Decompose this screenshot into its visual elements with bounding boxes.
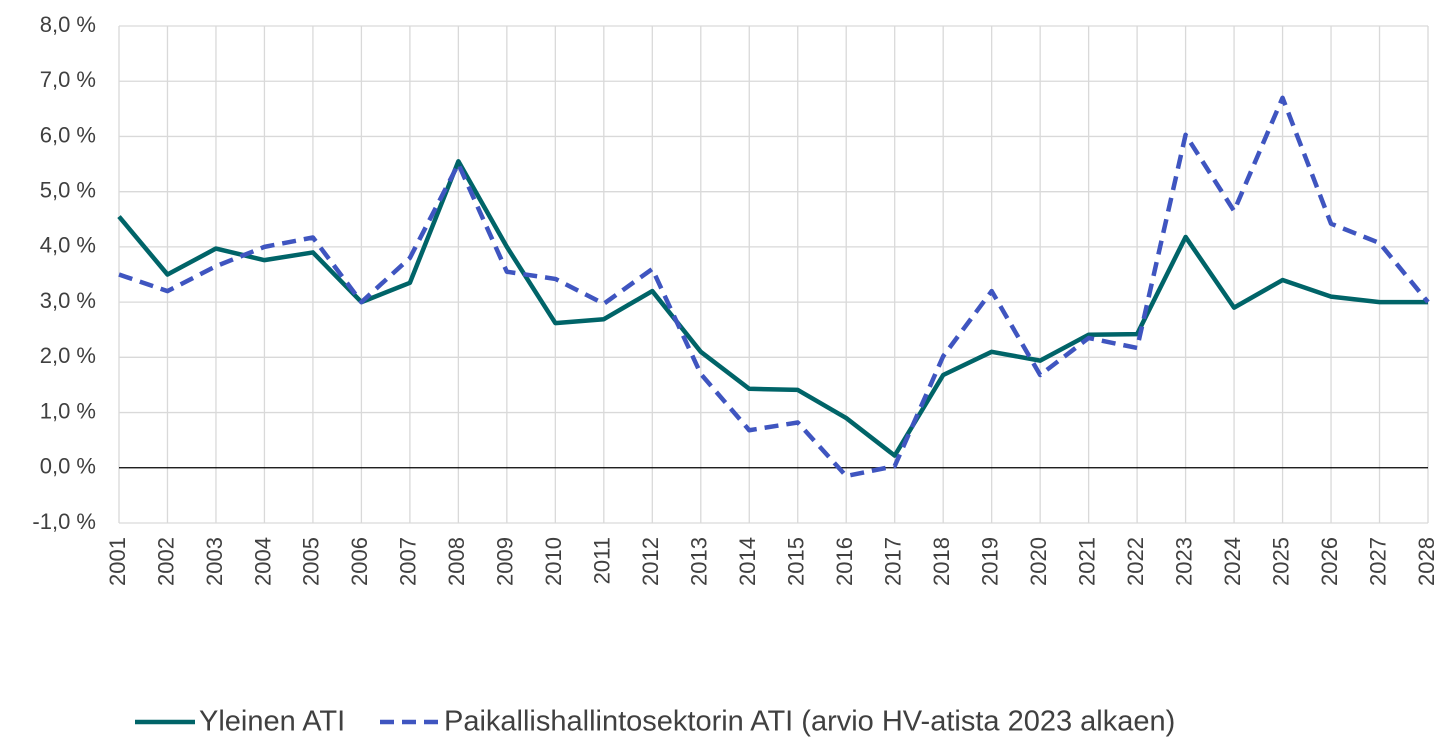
x-tick-label: 2016 (832, 537, 857, 586)
y-tick-label: 0,0 % (40, 454, 96, 479)
x-tick-label: 2002 (153, 537, 178, 586)
y-tick-label: 4,0 % (40, 233, 96, 258)
x-tick-label: 2013 (687, 537, 712, 586)
series-line (117, 159, 1428, 458)
y-tick-label: 6,0 % (40, 122, 96, 147)
series-line (118, 95, 1430, 479)
legend-label: Paikallishallintosektorin ATI (arvio HV-… (444, 706, 1175, 738)
x-tick-label: 2024 (1220, 537, 1245, 586)
x-tick-label: 2023 (1171, 537, 1196, 586)
x-tick-label: 2010 (541, 537, 566, 586)
x-tick-label: 2009 (493, 537, 518, 586)
y-tick-label: 7,0 % (40, 67, 96, 92)
x-tick-label: 2005 (299, 537, 324, 586)
x-tick-label: 2028 (1414, 537, 1439, 586)
x-tick-label: 2027 (1365, 537, 1390, 586)
x-tick-label: 2025 (1268, 537, 1293, 586)
x-tick-label: 2003 (202, 537, 227, 586)
x-tick-label: 2007 (396, 537, 421, 586)
x-tick-label: 2017 (881, 537, 906, 586)
x-tick-label: 2012 (638, 537, 663, 586)
x-tick-label: 2015 (784, 537, 809, 586)
x-tick-label: 2018 (929, 537, 954, 586)
x-tick-label: 2021 (1074, 537, 1099, 586)
x-tick-label: 2008 (444, 537, 469, 586)
legend: Yleinen ATI Paikallishallintosektorin ATI… (135, 706, 1175, 738)
x-tick-label: 2011 (590, 537, 615, 584)
x-tick-label: 2001 (105, 537, 130, 586)
x-tick-label: 2020 (1026, 537, 1051, 586)
legend-label: Yleinen ATI (199, 706, 345, 738)
y-tick-label: 2,0 % (40, 343, 96, 368)
x-tick-label: 2026 (1317, 537, 1342, 586)
y-tick-label: 1,0 % (40, 398, 96, 423)
x-tick-label: 2004 (250, 537, 275, 586)
y-tick-label: 3,0 % (40, 288, 96, 313)
x-tick-label: 2022 (1123, 537, 1148, 586)
y-tick-label: 5,0 % (40, 177, 96, 202)
y-tick-label: 8,0 % (40, 12, 96, 37)
y-tick-label: -1,0 % (32, 509, 96, 534)
x-tick-label: 2006 (347, 537, 372, 586)
x-tick-label: 2019 (977, 537, 1002, 586)
x-tick-label: 2014 (735, 537, 760, 586)
